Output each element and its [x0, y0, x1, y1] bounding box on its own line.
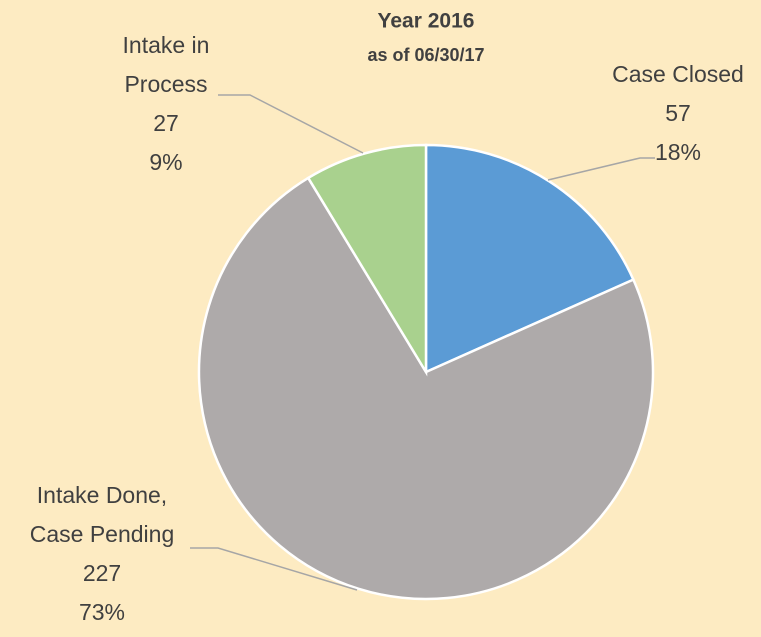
pie-slice — [424, 143, 635, 374]
slice-value: 227 — [83, 560, 121, 586]
leader-line — [218, 94, 364, 154]
pie-slice — [197, 176, 655, 601]
slice-label: Case Closed — [612, 61, 744, 87]
slice-percent: 9% — [149, 149, 182, 175]
slice-value: 57 — [665, 100, 691, 126]
labels: Case Closed 57 18% Intake Done, Case Pending… — [30, 32, 744, 625]
chart-title: Year 2016 — [378, 10, 475, 33]
pie — [197, 143, 655, 601]
slice-label: Process — [124, 71, 207, 97]
slice-label: Intake in — [123, 32, 210, 58]
leader-line — [547, 157, 655, 181]
slice-value: 27 — [153, 110, 179, 136]
slice-label: Intake Done, — [37, 482, 167, 508]
pie-slice — [306, 143, 428, 377]
slice-percent: 73% — [79, 599, 125, 625]
slice-label: Case Pending — [30, 521, 175, 547]
chart-subtitle: as of 06/30/17 — [367, 45, 484, 65]
leader-line — [190, 547, 358, 591]
slice-percent: 18% — [655, 139, 701, 165]
